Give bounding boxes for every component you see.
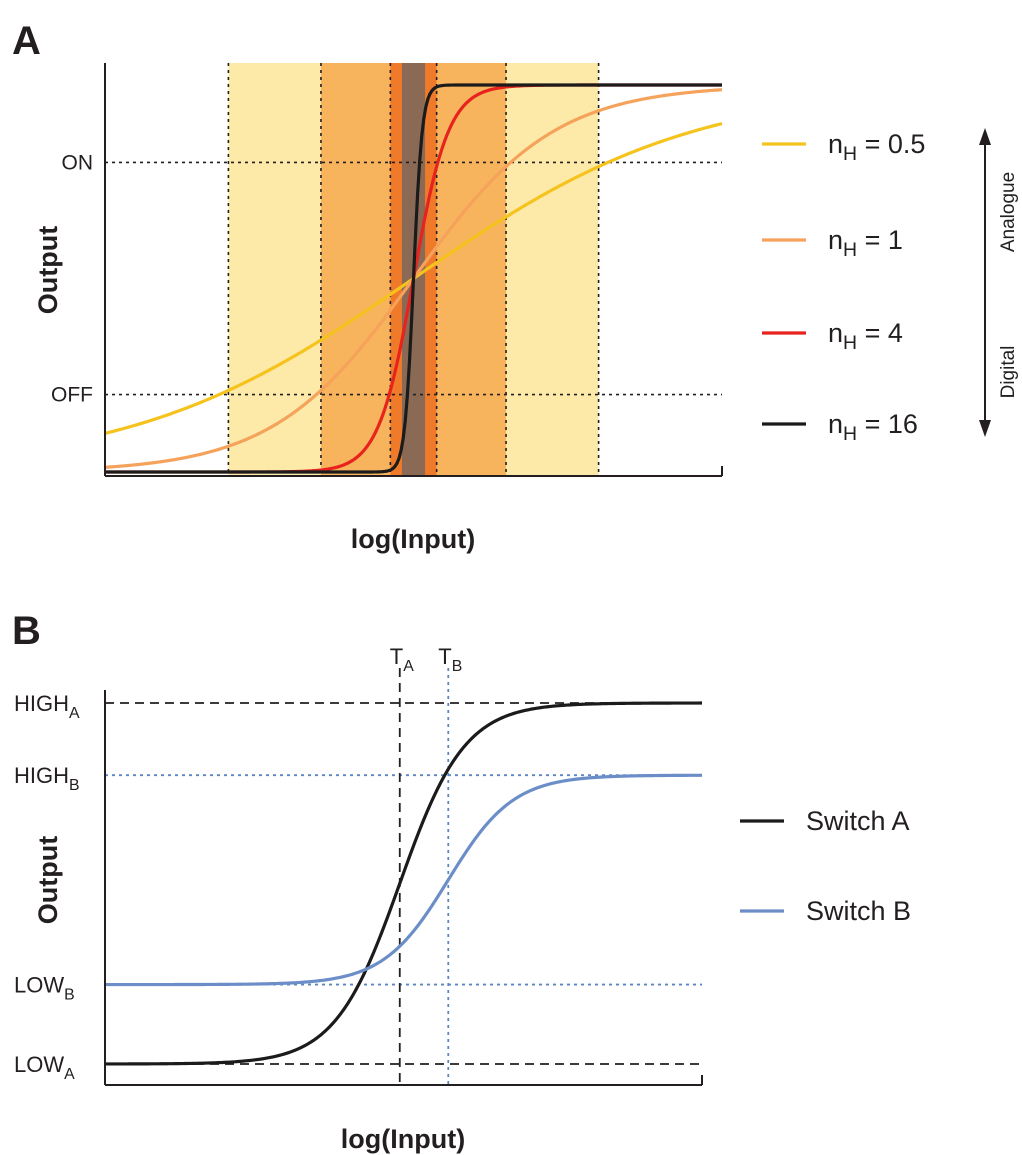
panel-a-y-axis-title: Output [33, 226, 63, 314]
panel-a-letter: A [12, 19, 41, 63]
threshold-label-tb: TB [438, 644, 462, 675]
level-label-lowb-base: LOW [14, 973, 64, 998]
panel-a-y-ticks: ON OFF [51, 151, 93, 406]
scale-arrow-up-head [979, 128, 991, 145]
level-label-lowb-subscript: B [64, 987, 75, 1004]
panel-a-axes [104, 63, 723, 477]
legend-label: nH = 4 [828, 318, 903, 354]
legend-label-base: n [828, 129, 843, 159]
level-label-highb-base: HIGH [14, 763, 69, 788]
scale-label-analogue: Analogue [998, 172, 1019, 252]
y-tick-label-on: ON [62, 151, 94, 174]
level-label-higha-base: HIGH [14, 691, 69, 716]
curve-switch-a [105, 701, 702, 1066]
level-label-higha: HIGHA [14, 691, 80, 722]
panel-b-threshold-lines [398, 668, 450, 1085]
panel-b-axes [104, 690, 703, 1086]
legend-item-n4: nH = 4 [762, 318, 903, 354]
threshold-label-ta-base: T [390, 644, 403, 669]
panel-b-level-lines [105, 702, 702, 1065]
level-label-higha-subscript: A [69, 705, 80, 722]
scale-label-digital: Digital [998, 346, 1019, 399]
panel-a-x-axis-title: log(Input) [351, 524, 475, 554]
panel-b-y-axis-title: Output [33, 836, 63, 924]
curve-switch-b [105, 773, 703, 987]
legend-item-n0-5: nH = 0.5 [762, 129, 925, 165]
legend-label-rest: = 16 [857, 409, 918, 439]
curve-n16 [105, 83, 722, 474]
legend-item-n1: nH = 1 [762, 225, 903, 261]
legend-label: Switch B [806, 896, 911, 926]
analogue-digital-scale: Analogue Digital [979, 128, 1019, 437]
legend-item-switch-b: Switch B [740, 896, 911, 926]
threshold-label-tb-base: T [438, 644, 451, 669]
threshold-label-tb-subscript: B [452, 658, 463, 675]
legend-label-base: n [828, 318, 843, 348]
threshold-label-ta: TA [390, 644, 414, 675]
panel-b-legend: Switch A Switch B [740, 806, 911, 926]
legend-item-n16: nH = 16 [762, 409, 918, 445]
panel-b-threshold-labels: TA TB [390, 644, 463, 675]
level-label-lowa-base: LOW [14, 1052, 64, 1077]
legend-label-base: n [828, 409, 843, 439]
level-label-highb-subscript: B [69, 777, 80, 794]
level-label-highb: HIGHB [14, 763, 80, 794]
legend-label-subscript: H [843, 143, 857, 165]
legend-item-switch-a: Switch A [740, 806, 910, 836]
threshold-label-ta-subscript: A [403, 658, 414, 675]
legend-label-rest: = 4 [857, 318, 903, 348]
legend-label-subscript: H [843, 332, 857, 354]
panel-a-threshold-lines [105, 161, 722, 396]
level-label-lowa-subscript: A [64, 1066, 75, 1083]
legend-label: nH = 0.5 [828, 129, 925, 165]
legend-label-subscript: H [843, 423, 857, 445]
scale-arrow-down-head [979, 420, 991, 437]
panel-a-boundary-lines [227, 63, 600, 476]
y-tick-label-off: OFF [51, 384, 93, 407]
legend-label-subscript: H [843, 239, 857, 261]
panel-b-curves [105, 701, 703, 1066]
legend-label: nH = 1 [828, 225, 903, 261]
legend-label: nH = 16 [828, 409, 918, 445]
legend-label-base: n [828, 225, 843, 255]
legend-label: Switch A [806, 806, 910, 836]
panel-a-curves [104, 83, 723, 474]
panel-b-x-axis-title: log(Input) [341, 1124, 465, 1154]
level-label-lowb: LOWB [14, 973, 75, 1004]
panel-a-legend: nH = 0.5nH = 1nH = 4nH = 16 [762, 129, 925, 445]
panel-b-letter: B [12, 609, 41, 653]
legend-label-rest: = 0.5 [857, 129, 925, 159]
level-label-lowa: LOWA [14, 1052, 75, 1083]
legend-label-rest: = 1 [857, 225, 903, 255]
